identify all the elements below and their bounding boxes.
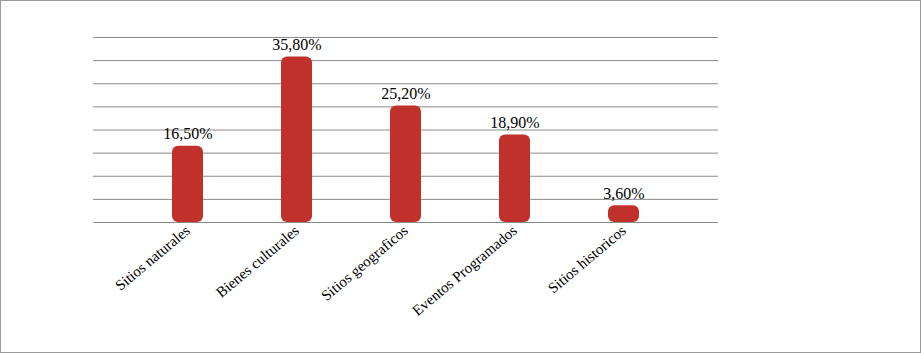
svg-text:Eventos Programados: Eventos Programados (409, 222, 520, 319)
svg-text:3,60%: 3,60% (603, 185, 644, 202)
svg-text:Sitios historicos: Sitios historicos (545, 222, 629, 296)
svg-text:18,90%: 18,90% (490, 114, 539, 131)
svg-text:Sitios naturales: Sitios naturales (112, 222, 193, 294)
svg-text:25,20%: 25,20% (381, 85, 430, 102)
svg-text:35,80%: 35,80% (272, 36, 321, 53)
svg-text:16,50%: 16,50% (163, 125, 212, 142)
svg-text:Sitios geograficos: Sitios geograficos (318, 222, 411, 304)
svg-text:Bienes culturales: Bienes culturales (213, 222, 302, 300)
